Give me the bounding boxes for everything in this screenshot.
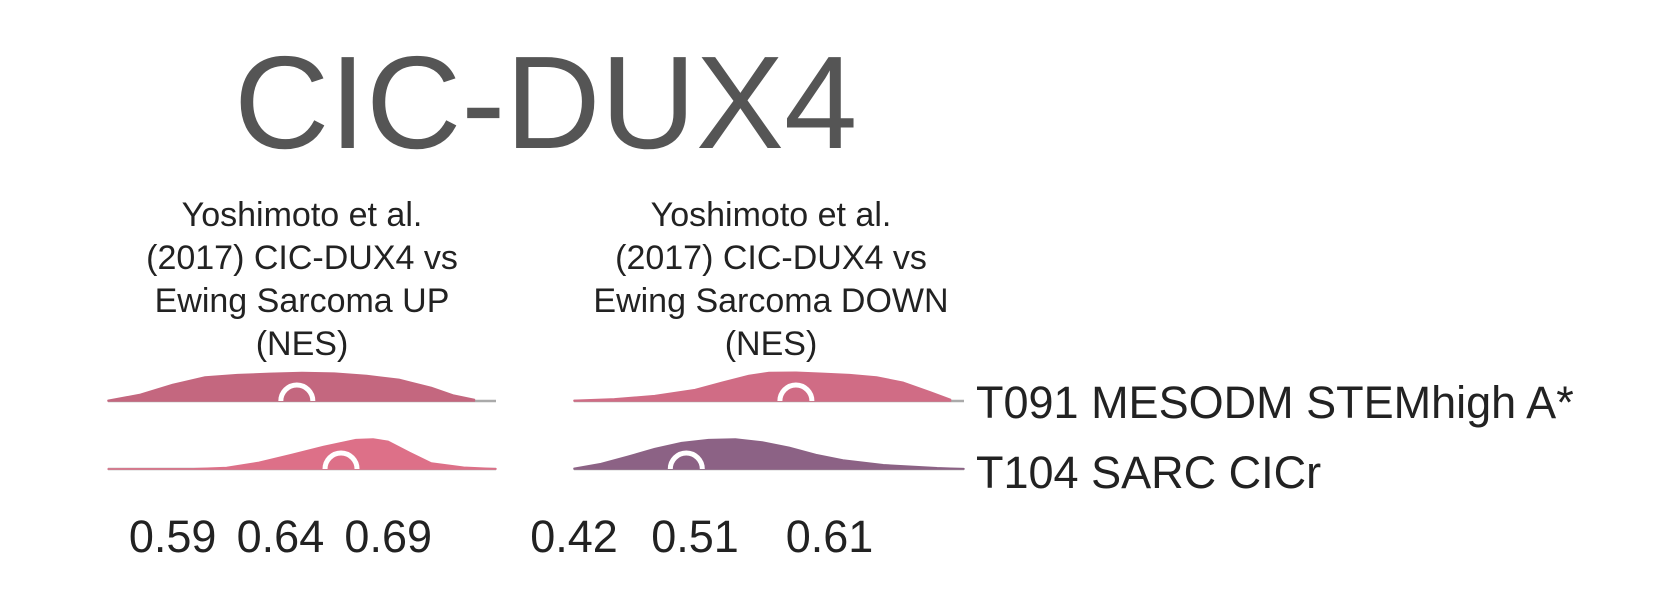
x-tick-label: 0.61 xyxy=(786,511,874,562)
median-marker xyxy=(322,450,360,470)
panel-2-marks xyxy=(573,371,965,471)
panel-2-title-line-1: Yoshimoto et al. xyxy=(651,196,892,234)
median-marker xyxy=(667,450,705,470)
x-tick-label: 0.69 xyxy=(344,511,432,562)
panel-1: Yoshimoto et al. (2017) CIC-DUX4 vs Ewin… xyxy=(107,196,497,562)
panel-1-title-line-4: (NES) xyxy=(256,325,349,363)
chart-title: CIC-DUX4 xyxy=(234,29,857,176)
panel-2: Yoshimoto et al. (2017) CIC-DUX4 vs Ewin… xyxy=(530,196,965,562)
median-marker xyxy=(777,382,815,402)
row-label-t104: T104 SARC CICr xyxy=(976,447,1321,498)
panel-2-title-line-2: (2017) CIC-DUX4 vs xyxy=(615,239,927,277)
x-tick-label: 0.64 xyxy=(237,511,325,562)
density-ridge-2-1 xyxy=(573,371,952,402)
density-ridge-1-2 xyxy=(107,438,497,470)
median-marker xyxy=(278,382,316,402)
panel-2-title-line-4: (NES) xyxy=(725,325,818,363)
panel-2-title-line-3: Ewing Sarcoma DOWN xyxy=(593,282,948,320)
x-tick-label: 0.59 xyxy=(129,511,217,562)
panel-1-title-line-3: Ewing Sarcoma UP xyxy=(155,282,450,320)
panel-1-marks xyxy=(107,371,497,471)
panel-1-title-line-2: (2017) CIC-DUX4 vs xyxy=(146,239,458,277)
row-label-t091: T091 MESODM STEMhigh A* xyxy=(976,377,1574,428)
x-tick-label: 0.42 xyxy=(530,511,618,562)
x-tick-label: 0.51 xyxy=(651,511,739,562)
density-ridge-2-2 xyxy=(573,438,965,470)
panel-1-title-line-1: Yoshimoto et al. xyxy=(182,196,423,234)
